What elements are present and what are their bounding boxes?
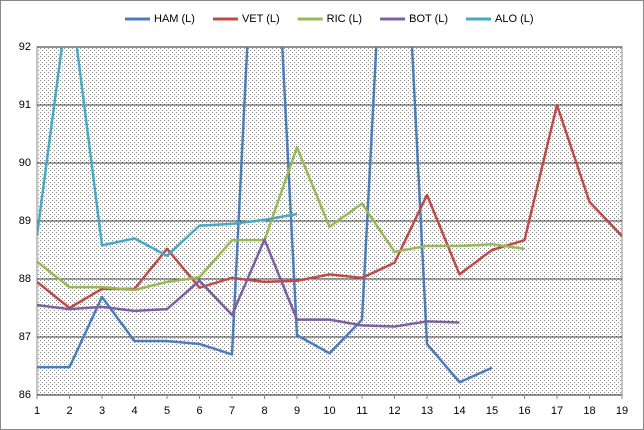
x-tick-label: 9 xyxy=(294,405,300,417)
series-line xyxy=(37,47,493,384)
legend-label: HAM (L) xyxy=(154,13,195,25)
y-tick-label: 89 xyxy=(19,215,31,227)
x-tick-label: 19 xyxy=(616,405,628,417)
y-tick-label: 92 xyxy=(19,41,31,53)
series-line xyxy=(37,238,460,328)
y-tick-label: 86 xyxy=(19,389,31,401)
x-tick-label: 17 xyxy=(551,405,563,417)
x-tick-label: 4 xyxy=(131,405,137,417)
x-tick-label: 12 xyxy=(388,405,400,417)
x-tick-label: 16 xyxy=(518,405,530,417)
series-line xyxy=(37,146,525,292)
x-tick-label: 18 xyxy=(583,405,595,417)
x-tick-label: 6 xyxy=(196,405,202,417)
y-tick-label: 91 xyxy=(19,99,31,111)
x-tick-label: 15 xyxy=(486,405,498,417)
x-tick-label: 8 xyxy=(261,405,267,417)
x-tick-label: 2 xyxy=(66,405,72,417)
series-line xyxy=(37,47,298,258)
x-tick-label: 1 xyxy=(34,405,40,417)
x-tick-label: 13 xyxy=(421,405,433,417)
legend-label: ALO (L) xyxy=(495,13,534,25)
x-tick-label: 5 xyxy=(164,405,170,417)
y-tick-label: 87 xyxy=(19,331,31,343)
y-tick-label: 90 xyxy=(19,157,31,169)
x-tick-label: 14 xyxy=(453,405,465,417)
legend-label: VET (L) xyxy=(242,13,280,25)
legend-label: RIC (L) xyxy=(327,13,362,25)
legend-label: BOT (L) xyxy=(409,13,448,25)
x-tick-label: 10 xyxy=(323,405,335,417)
x-tick-label: 11 xyxy=(356,405,367,417)
x-tick-label: 3 xyxy=(99,405,105,417)
x-tick-label: 7 xyxy=(229,405,235,417)
y-tick-label: 88 xyxy=(19,273,31,285)
